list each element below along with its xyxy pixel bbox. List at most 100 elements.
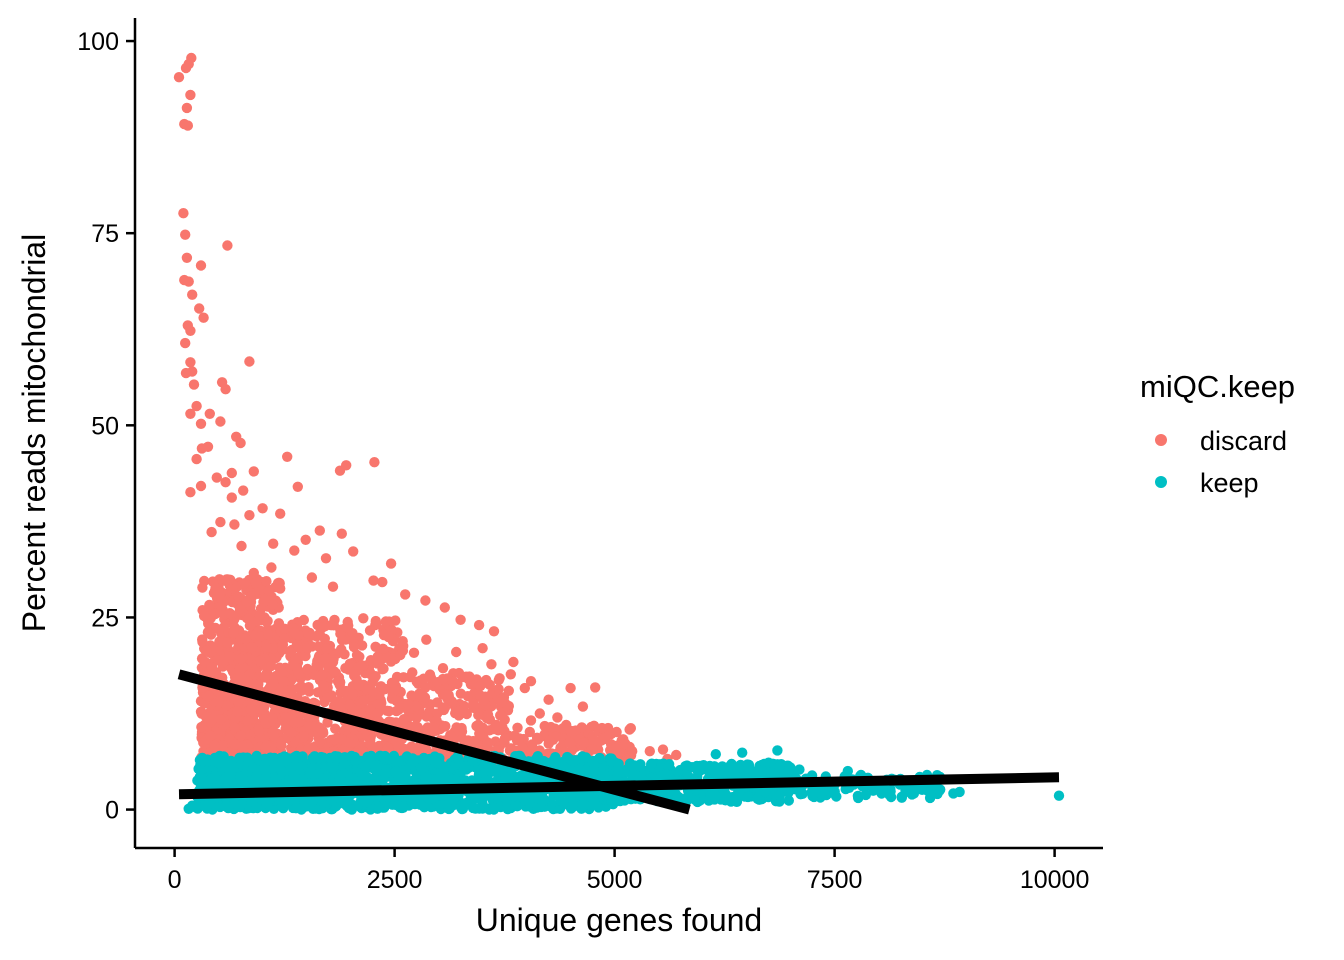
keep-point [220,801,232,812]
discard-point [561,719,572,731]
discard-point [268,538,279,549]
discard-point [250,577,262,588]
keep-point [236,798,247,810]
discard-point [451,646,462,658]
discard-point [246,642,258,653]
keep-point [565,790,576,801]
x-axis-title: Unique genes found [476,902,762,938]
discard-point [261,576,272,587]
discard-point [240,633,251,644]
discard-point [238,485,249,496]
discard-point [186,52,197,64]
discard-point [353,680,364,691]
discard-point [185,357,196,368]
keep-point [278,779,289,790]
keep-point [478,790,490,802]
discard-point [671,749,682,761]
keep-point [330,751,341,762]
discard-point [201,645,212,656]
discard-point [259,742,271,753]
discard-point [378,684,390,695]
discard-point [372,656,384,667]
keep-point [360,797,371,808]
keep-point [535,801,547,813]
keep-point [842,765,853,777]
discard-point [235,603,246,615]
discard-point [290,655,301,666]
keep-point [635,759,646,770]
discard-point [369,672,380,683]
x-tick-label: 7500 [807,866,863,894]
discard-point [173,72,185,83]
discard-point [260,593,271,605]
discard-point [356,708,367,720]
discard-point [418,673,429,684]
y-tick-label: 25 [91,604,119,632]
discard-point [344,699,355,710]
axes [133,18,1103,850]
discard-point [601,730,612,742]
keep-point [194,754,206,766]
y-tick-label: 100 [77,28,119,56]
discard-point [356,640,368,651]
discard-point [596,722,608,734]
legend-label-discard: discard [1200,426,1287,456]
discard-point [419,692,431,703]
discard-point [383,631,394,642]
keep-point [416,762,427,774]
discard-point [465,679,477,690]
discard-point [525,715,537,726]
discard-point [188,379,200,390]
keep-point [204,798,215,809]
discard-point [257,503,268,514]
legend-key-keep [1155,476,1167,488]
discard-point [439,602,450,613]
keep-point [722,791,733,802]
discard-point [222,240,233,251]
discard-point [266,562,277,573]
keep-point [556,761,567,772]
discard-point [439,702,451,713]
discard-point [255,631,266,642]
discard-point [182,120,193,131]
discard-point [214,636,225,647]
discard-point [314,736,326,747]
discard-point [406,690,417,701]
discard-point [220,477,231,488]
keep-point [252,802,263,814]
discard-point [195,260,207,271]
keep-point [234,752,245,763]
keep-point [612,769,623,781]
keep-point [661,769,672,780]
discard-point [369,457,380,468]
discard-point [611,740,622,751]
discard-point [185,487,196,498]
discard-point [253,726,265,737]
discard-point [445,730,456,741]
keep-point [580,752,592,763]
discard-point [241,596,253,608]
discard-point [344,658,356,669]
discard-point [280,712,292,723]
keep-point [279,795,291,807]
keep-point [341,796,352,807]
discard-point [248,567,259,579]
keep-point [612,758,623,769]
keep-point [742,791,754,803]
keep-point [774,790,785,801]
keep-point [390,755,401,766]
discard-point [180,337,191,349]
discard-point [275,508,286,519]
discard-point [335,702,346,713]
discard-point [185,89,196,101]
discard-point [282,451,293,462]
discard-point [421,634,432,645]
discard-point [477,643,488,654]
discard-point [455,614,466,625]
keep-point [806,787,817,798]
discard-point [298,731,309,742]
discard-point [461,708,472,720]
discard-point [235,437,246,449]
discard-point [202,441,214,452]
